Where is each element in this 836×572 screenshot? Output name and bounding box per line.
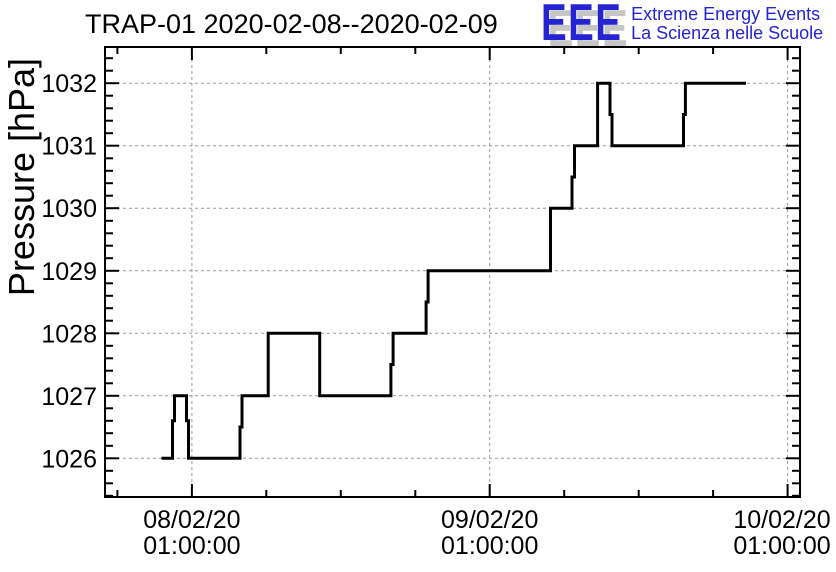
- eee-logo-line1: Extreme Energy Events: [631, 4, 821, 24]
- eee-logo: EEE Extreme Energy Events La Scienza nel…: [541, 0, 823, 52]
- axis-ticks: [105, 47, 800, 497]
- page-title: TRAP-01 2020-02-08--2020-02-09: [85, 9, 498, 39]
- y-axis-title: Pressure [hPa]: [1, 57, 42, 297]
- y-tick-label: 1030: [41, 195, 97, 223]
- eee-logo-acronym: EEE: [541, 0, 623, 52]
- pressure-series: [161, 81, 746, 460]
- y-tick-label: 1031: [41, 133, 97, 161]
- y-tick-label: 1027: [41, 383, 97, 411]
- x-tick-label-time: 01:00:00: [733, 532, 830, 560]
- pressure-step-line: [161, 81, 746, 460]
- y-tick-label: 1029: [41, 258, 97, 286]
- x-tick-label-time: 01:00:00: [441, 532, 538, 560]
- y-tick-label: 1026: [41, 445, 97, 473]
- x-tick-labels: 08/02/2001:00:0009/02/2001:00:0010/02/20…: [143, 506, 830, 560]
- x-tick-label-date: 10/02/20: [733, 506, 830, 534]
- eee-logo-text: Extreme Energy Events La Scienza nelle S…: [631, 1, 823, 43]
- y-tick-label: 1032: [41, 70, 97, 98]
- plot-frame: [104, 46, 801, 498]
- x-tick-label-date: 08/02/20: [143, 506, 240, 534]
- x-tick-label-time: 01:00:00: [143, 532, 240, 560]
- x-tick-label-date: 09/02/20: [441, 506, 538, 534]
- y-tick-labels: 1026 1027 1028 1029 1030 1031 1032: [41, 70, 97, 473]
- eee-logo-line2: La Scienza nelle Scuole: [631, 23, 824, 43]
- y-tick-label: 1028: [41, 320, 97, 348]
